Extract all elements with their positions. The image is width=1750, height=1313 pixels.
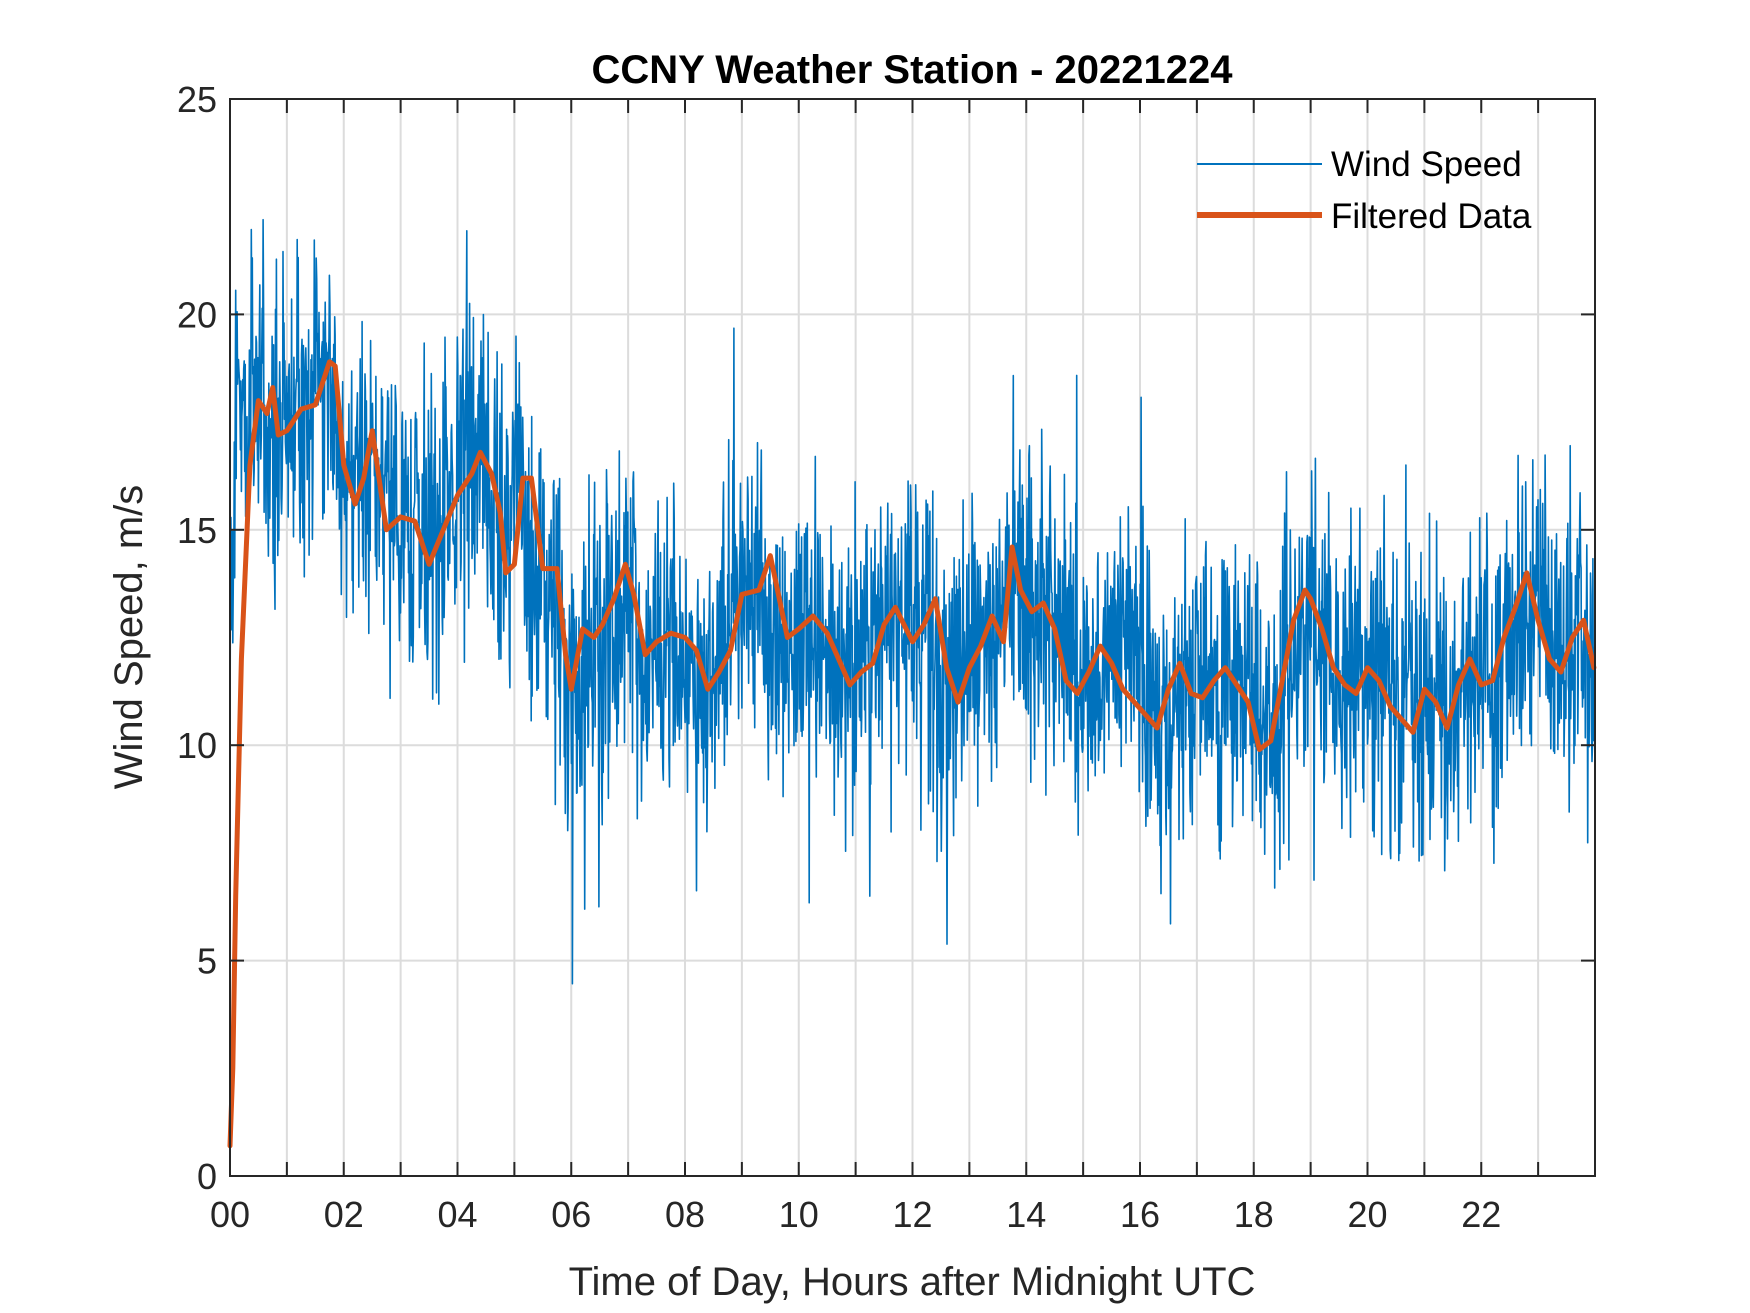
x-tick-label: 10 <box>779 1194 819 1235</box>
x-tick-label: 02 <box>324 1194 364 1235</box>
x-tick-label: 12 <box>892 1194 932 1235</box>
x-tick-label: 18 <box>1234 1194 1274 1235</box>
y-axis-label: Wind Speed, m/s <box>107 485 151 790</box>
chart-title: CCNY Weather Station - 20221224 <box>592 48 1234 92</box>
series-filtered-data-line <box>227 359 1597 1149</box>
legend-label-filtered-data: Filtered Data <box>1331 197 1532 236</box>
x-tick-label: 22 <box>1461 1194 1501 1235</box>
tick-layer: 00 02 04 06 08 10 12 14 16 18 20 22 0 5 10 15 20 25 <box>177 79 1595 1235</box>
x-axis-label: Time of Day, Hours after Midnight UTC <box>569 1260 1256 1304</box>
y-tick-label: 0 <box>197 1156 217 1197</box>
x-tick-label: 06 <box>551 1194 591 1235</box>
y-tick-label: 25 <box>177 79 217 120</box>
x-tick-label: 00 <box>210 1194 250 1235</box>
series-wind-speed-line <box>229 218 1595 985</box>
y-tick-label: 5 <box>197 941 217 982</box>
legend: Wind Speed Filtered Data <box>1197 145 1532 236</box>
x-tick-label: 16 <box>1120 1194 1160 1235</box>
x-tick-label: 04 <box>437 1194 477 1235</box>
x-tick-label: 20 <box>1347 1194 1387 1235</box>
legend-label-wind-speed: Wind Speed <box>1331 145 1522 184</box>
y-tick-label: 15 <box>177 510 217 551</box>
series-layer <box>227 218 1597 1149</box>
y-tick-label: 10 <box>177 725 217 766</box>
y-tick-label: 20 <box>177 294 217 335</box>
x-tick-label: 08 <box>665 1194 705 1235</box>
x-tick-label: 14 <box>1006 1194 1046 1235</box>
